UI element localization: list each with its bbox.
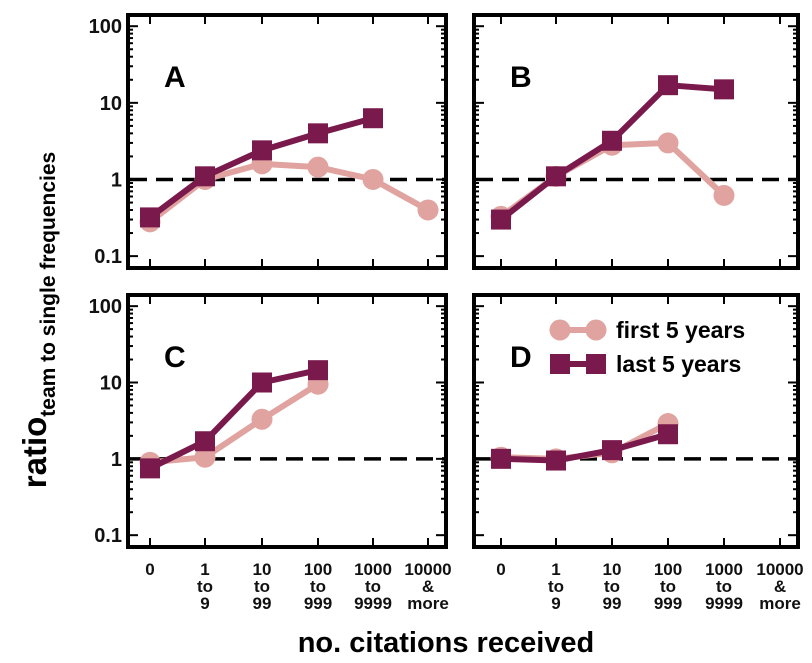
data-point-last-5-years bbox=[195, 431, 215, 452]
data-point-last-5-years bbox=[714, 79, 734, 100]
x-tick-label: 10000 & more bbox=[404, 560, 451, 613]
panel-label: C bbox=[164, 341, 186, 374]
x-tick-label: 0 bbox=[145, 560, 154, 579]
x-tick-label: 1000 to 9999 bbox=[705, 560, 743, 613]
y-tick-label: 100 bbox=[89, 16, 122, 38]
series-line-last-5-years bbox=[500, 431, 669, 464]
legend-item: first 5 years bbox=[549, 317, 745, 343]
data-point-first-5-years bbox=[362, 168, 384, 190]
data-point-last-5-years bbox=[140, 207, 160, 228]
data-point-first-5-years bbox=[713, 184, 735, 206]
data-point-last-5-years bbox=[658, 75, 678, 96]
legend-marker-square bbox=[586, 354, 606, 374]
panel-label: A bbox=[164, 61, 186, 94]
data-point-last-5-years bbox=[546, 450, 566, 471]
legend-marker-square bbox=[550, 354, 570, 374]
y-tick-label: 100 bbox=[89, 296, 122, 318]
data-point-first-5-years bbox=[307, 156, 329, 178]
y-axis-title-sub: team to single frequencies bbox=[37, 152, 60, 417]
y-tick-label: 10 bbox=[100, 93, 122, 115]
data-point-last-5-years bbox=[491, 209, 511, 230]
y-tick-label: 1 bbox=[111, 169, 122, 191]
panel-frame bbox=[472, 13, 800, 270]
legend-label: last 5 years bbox=[616, 351, 741, 377]
data-point-last-5-years bbox=[491, 448, 511, 469]
panel-a: 0.1 1 10 100 A bbox=[89, 13, 448, 270]
data-point-last-5-years bbox=[308, 360, 328, 381]
panels-layer: 0.1 1 10 100 A B 0.1 1 10 100 C D 0 1 to 9 10 to 99 100 to 99… bbox=[89, 13, 804, 613]
data-point-last-5-years bbox=[140, 458, 160, 479]
x-tick-label: 1 to 9 bbox=[197, 560, 213, 613]
panel-c: 0.1 1 10 100 C bbox=[89, 293, 448, 549]
panel-label: D bbox=[510, 341, 532, 374]
x-axis-title: no. citations received bbox=[298, 627, 595, 659]
data-point-first-5-years bbox=[194, 446, 216, 468]
legend-marker-circle bbox=[585, 319, 607, 341]
panel-frame bbox=[126, 13, 448, 270]
data-point-last-5-years bbox=[602, 130, 622, 151]
y-tick-label: 0.1 bbox=[94, 246, 122, 268]
y-axis-title: ratioteam to single frequencies bbox=[16, 152, 60, 488]
panel-d: D bbox=[472, 293, 800, 549]
legend-marker-circle bbox=[549, 319, 571, 341]
data-point-last-5-years bbox=[658, 424, 678, 445]
data-point-last-5-years bbox=[308, 123, 328, 144]
panel-label: B bbox=[510, 61, 532, 94]
data-point-last-5-years bbox=[363, 108, 383, 129]
x-tick-labels-left: 0 1 to 9 10 to 99 100 to 999 1000 to 9999 10000 & more bbox=[145, 560, 451, 613]
panel-frame bbox=[472, 293, 800, 549]
x-tick-label: 100 to 999 bbox=[304, 560, 332, 613]
x-tick-label: 10 to 99 bbox=[253, 560, 272, 613]
x-tick-label: 10000 & more bbox=[756, 560, 803, 613]
y-tick-label: 10 bbox=[100, 372, 122, 394]
data-point-last-5-years bbox=[195, 166, 215, 187]
data-point-last-5-years bbox=[252, 140, 272, 161]
x-tick-label: 0 bbox=[496, 560, 505, 579]
x-tick-labels-right: 0 1 to 9 10 to 99 100 to 999 1000 to 9999 10000 & more bbox=[496, 560, 803, 613]
x-tick-label: 1 to 9 bbox=[548, 560, 564, 613]
legend: first 5 years last 5 years bbox=[549, 317, 745, 377]
data-point-last-5-years bbox=[252, 372, 272, 393]
data-point-first-5-years bbox=[417, 199, 439, 221]
x-tick-label: 1000 to 9999 bbox=[354, 560, 392, 613]
y-tick-label: 0.1 bbox=[94, 525, 122, 547]
y-axis-title-main: ratio bbox=[16, 417, 53, 489]
legend-label: first 5 years bbox=[616, 317, 745, 343]
data-point-first-5-years bbox=[657, 132, 679, 154]
series-line-first-5-years bbox=[148, 160, 430, 225]
legend-item: last 5 years bbox=[550, 351, 741, 377]
data-point-last-5-years bbox=[546, 166, 566, 187]
y-tick-label: 1 bbox=[111, 449, 122, 471]
data-point-last-5-years bbox=[602, 440, 622, 461]
panel-frame bbox=[126, 293, 448, 549]
data-point-first-5-years bbox=[251, 408, 273, 430]
series-line-last-5-years bbox=[148, 367, 319, 472]
x-tick-label: 10 to 99 bbox=[603, 560, 622, 613]
series-line-first-5-years bbox=[149, 381, 320, 466]
panel-b: B bbox=[472, 13, 800, 270]
x-tick-label: 100 to 999 bbox=[654, 560, 682, 613]
